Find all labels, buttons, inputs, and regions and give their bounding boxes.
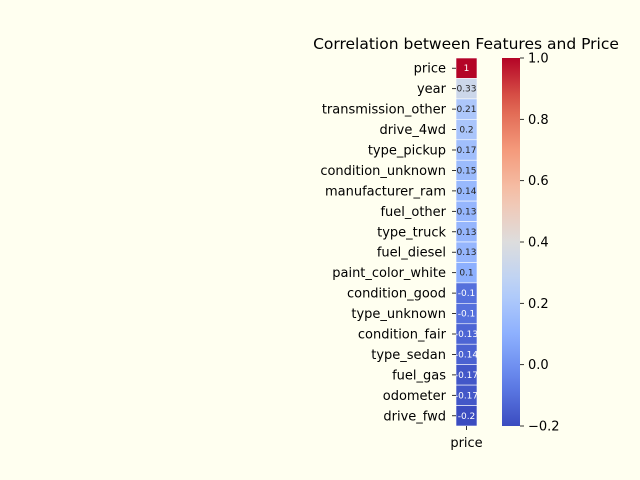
- row-label-odometer: odometer: [383, 389, 447, 404]
- cell-value-label-manufacturer_ram: 0.14: [456, 187, 476, 197]
- colorbar-tick-label: 0.2: [528, 297, 549, 312]
- row-label-condition_unknown: condition_unknown: [320, 164, 446, 179]
- cell-value-label-drive_4wd: 0.2: [459, 126, 473, 136]
- row-label-fuel_gas: fuel_gas: [392, 368, 446, 383]
- cell-value-label-year: 0.33: [456, 85, 476, 95]
- row-label-fuel_diesel: fuel_diesel: [377, 246, 446, 261]
- cell-value-label-type_sedan: -0.14: [455, 350, 479, 360]
- cell-value-label-drive_fwd: -0.2: [458, 412, 476, 422]
- row-label-type_unknown: type_unknown: [351, 307, 446, 322]
- cell-value-label-type_pickup: 0.17: [456, 146, 476, 156]
- column-label-price: price: [450, 436, 482, 451]
- row-label-condition_fair: condition_fair: [358, 328, 447, 343]
- cell-value-label-fuel_other: 0.13: [456, 207, 476, 217]
- row-label-year: year: [417, 82, 447, 97]
- colorbar-gradient: [502, 58, 520, 426]
- cell-value-label-price: 1: [464, 64, 470, 74]
- cell-value-label-fuel_diesel: 0.13: [456, 248, 476, 258]
- row-label-transmission_other: transmission_other: [322, 103, 447, 118]
- cell-value-label-type_truck: 0.13: [456, 228, 476, 238]
- colorbar-tick-label: 0.8: [528, 113, 549, 128]
- cell-value-label-fuel_gas: -0.17: [455, 371, 478, 381]
- cell-value-label-condition_fair: -0.13: [455, 330, 478, 340]
- row-label-type_truck: type_truck: [377, 225, 446, 240]
- row-label-drive_fwd: drive_fwd: [383, 409, 446, 424]
- cell-value-label-paint_color_white: 0.1: [459, 269, 473, 279]
- cell-value-label-condition_unknown: 0.15: [456, 166, 476, 176]
- colorbar-tick-label: −0.2: [528, 420, 560, 435]
- colorbar: 1.0 0.8 0.6 0.4 0.2 0.0 −0.2: [502, 52, 560, 435]
- colorbar-tick-label: 0.6: [528, 174, 549, 189]
- row-label-price: price: [414, 62, 446, 77]
- colorbar-tick-label: 1.0: [528, 52, 549, 67]
- row-label-type_sedan: type_sedan: [371, 348, 446, 363]
- row-labels: price year transmission_other drive_4wdtype…: [320, 62, 456, 424]
- cell-value-label-odometer: -0.17: [455, 391, 478, 401]
- cell-value-label-transmission_other: 0.21: [456, 105, 476, 115]
- row-label-fuel_other: fuel_other: [380, 205, 446, 220]
- cell-value-label-condition_good: -0.1: [458, 289, 476, 299]
- row-label-manufacturer_ram: manufacturer_ram: [325, 184, 446, 199]
- column-labels: price: [450, 426, 483, 451]
- cell-value-label-type_unknown: -0.1: [458, 310, 476, 320]
- row-label-drive_4wd: drive_4wd: [379, 123, 446, 138]
- colorbar-tick-label: 0.4: [528, 236, 549, 251]
- row-label-paint_color_white: paint_color_white: [332, 266, 446, 281]
- row-label-condition_good: condition_good: [347, 287, 446, 302]
- colorbar-tick-label: 0.0: [528, 358, 549, 373]
- chart-title: Correlation between Features and Price: [313, 35, 619, 53]
- row-label-type_pickup: type_pickup: [368, 144, 446, 159]
- heatmap-grid: 1 0.33 0.21 0.2 0.17 0.15 0.14 0.13 0.13 0.13 0.1 -…: [455, 57, 479, 427]
